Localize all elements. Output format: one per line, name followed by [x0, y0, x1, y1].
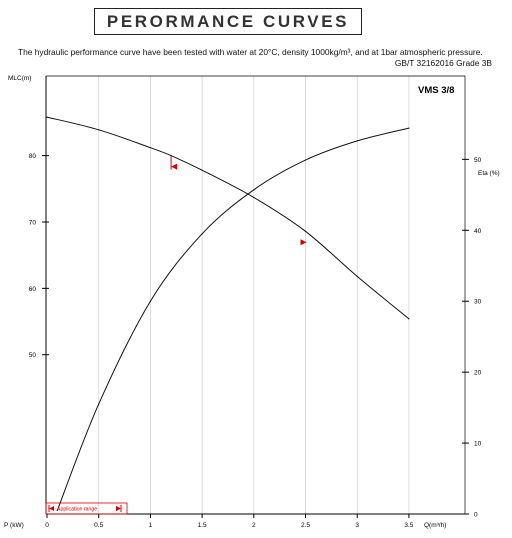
x-tick-label: 1 — [149, 522, 153, 529]
head-curve-point — [98, 129, 100, 131]
application-range-label: Application range — [57, 507, 97, 513]
y-right-tick-label: 50 — [474, 157, 482, 164]
power-axis-label: P (kW) — [4, 522, 24, 529]
x-tick-label: 3.5 — [404, 522, 413, 529]
y-right-tick-label: 0 — [474, 512, 478, 519]
x-tick-label: 1.5 — [198, 522, 207, 529]
head-curve-point — [356, 275, 358, 278]
series-layer — [46, 116, 410, 512]
chart-title: PERORMANCE CURVES — [106, 11, 350, 31]
head-curve-point — [201, 169, 203, 171]
efficiency-curve-point — [304, 159, 307, 161]
title-box: PERORMANCE CURVES — [94, 8, 362, 35]
y-left-tick-label: 70 — [29, 220, 37, 227]
range-end-marker — [300, 239, 307, 246]
y-right-tick-label: 10 — [474, 441, 482, 448]
x-tick-label: 0.5 — [94, 522, 103, 529]
application-range-end-arrow — [116, 506, 121, 511]
efficiency-curve-point — [149, 300, 151, 302]
efficiency-curve-point — [201, 233, 203, 235]
label-layer: 50 60 70 80 MLC(m) 0 10 20 30 40 50 Eta (%) 0 0.5 1 1.5… — [4, 75, 500, 529]
head-curve-point — [149, 147, 151, 149]
application-range-start-arrow — [49, 506, 54, 511]
x-tick-label: 3 — [355, 522, 359, 529]
y-left-tick-label: 60 — [29, 286, 37, 293]
y-axis-right-label: Eta (%) — [478, 170, 500, 177]
head-curve-point — [46, 116, 48, 118]
y-right-tick-label: 20 — [474, 370, 482, 377]
efficiency-curve-point — [98, 403, 100, 405]
x-tick-label: 2.5 — [301, 522, 310, 529]
head-curve-point — [253, 196, 255, 199]
y-axis-left-label: MLC(m) — [8, 75, 31, 82]
head-curve — [46, 116, 410, 320]
y-right-tick-label: 30 — [474, 299, 482, 306]
range-start-marker — [171, 163, 178, 170]
model-label: VMS 3/8 — [418, 85, 454, 96]
y-left-tick-label: 80 — [29, 153, 37, 160]
marker-layer — [45, 155, 307, 515]
efficiency-curve-point — [56, 509, 58, 512]
test-conditions-text: The hydraulic performance curve have bee… — [18, 47, 483, 57]
x-tick-label: 2 — [252, 522, 256, 529]
y-left-tick-label: 50 — [29, 352, 37, 359]
x-axis-label: Q(m³/h) — [424, 522, 446, 529]
efficiency-curve-point — [356, 140, 358, 142]
standard-text: GB/T 32162016 Grade 3B — [394, 58, 492, 68]
axes-layer — [42, 75, 469, 518]
efficiency-curve-point — [253, 189, 255, 191]
efficiency-curve — [56, 127, 410, 511]
efficiency-curve-point — [408, 127, 410, 129]
x-tick-label: 0 — [45, 522, 49, 529]
grid-layer — [98, 76, 410, 514]
head-curve-point — [408, 318, 410, 320]
y-right-tick-label: 40 — [474, 228, 482, 235]
application-range-box — [45, 502, 128, 515]
head-curve-point — [304, 230, 307, 232]
